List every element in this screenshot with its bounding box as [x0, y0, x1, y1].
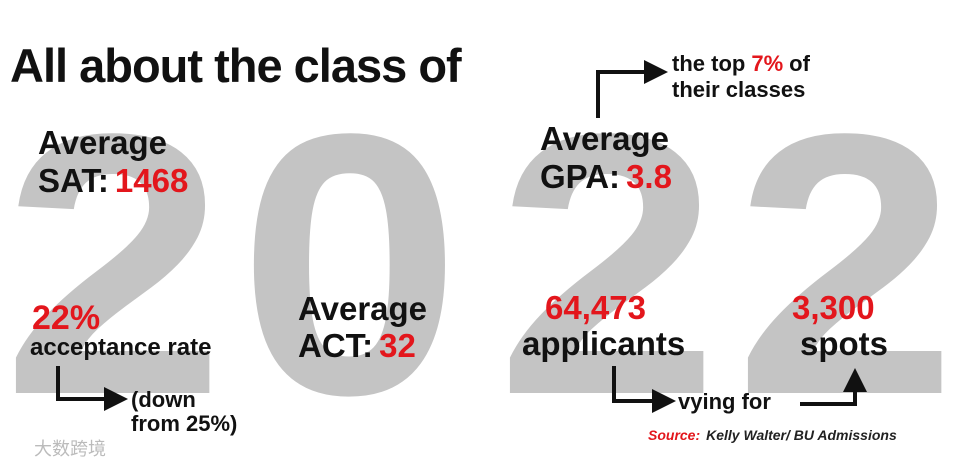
gpa-note-highlight: 7%: [751, 51, 784, 76]
acceptance-note: (down: [131, 387, 196, 412]
gpa-label: Average: [540, 120, 670, 157]
gpa-label: GPA:: [540, 158, 621, 195]
acceptance-note: from 25%): [131, 411, 238, 436]
arrow: [612, 366, 676, 413]
acceptance-value: 22%: [32, 299, 101, 337]
sat-label: Average: [38, 124, 168, 161]
spots-label: spots: [800, 325, 889, 362]
act-value: 32: [379, 327, 416, 364]
arrow: [596, 60, 668, 118]
applicants-label: applicants: [522, 325, 686, 362]
source-text: Kelly Walter/ BU Admissions: [706, 427, 897, 443]
watermark: 大数跨境: [34, 439, 106, 459]
gpa-note-text: the top: [672, 51, 746, 76]
arrow: [56, 366, 128, 411]
gpa-line: GPA: 3.8: [540, 160, 672, 193]
year-digit: 2: [496, 56, 719, 467]
vying-text: vying for: [678, 389, 771, 414]
act-line: ACT: 32: [298, 329, 416, 362]
acceptance-label: acceptance rate: [30, 334, 212, 361]
title: All about the class of: [10, 39, 462, 92]
spots-value: 3,300: [792, 289, 875, 326]
arrow: [800, 368, 867, 406]
year-digit: 0: [238, 56, 461, 467]
gpa-note: the top 7% of: [672, 53, 810, 75]
source: Source: Kelly Walter/ BU Admissions: [648, 428, 897, 442]
gpa-value: 3.8: [626, 158, 672, 195]
act-label: Average: [298, 290, 428, 327]
gpa-note-text: of: [789, 51, 810, 76]
act-label: ACT:: [298, 327, 374, 364]
sat-value: 1468: [114, 162, 189, 199]
source-label: Source:: [648, 427, 701, 443]
gpa-note-text: their classes: [672, 77, 806, 102]
sat-label: SAT:: [38, 162, 109, 199]
sat-line: SAT: 1468: [38, 164, 188, 197]
applicants-value: 64,473: [545, 289, 646, 326]
